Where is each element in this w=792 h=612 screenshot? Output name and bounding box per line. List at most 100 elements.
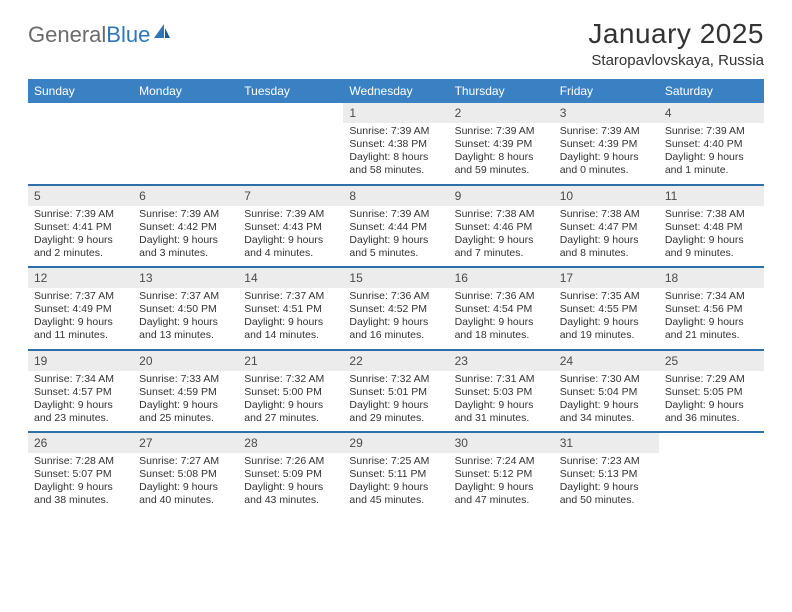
sunset-text: Sunset: 5:09 PM: [244, 468, 337, 481]
sunset-text: Sunset: 4:41 PM: [34, 221, 127, 234]
daynum-row: 262728293031: [28, 433, 764, 453]
detail-row: Sunrise: 7:37 AMSunset: 4:49 PMDaylight:…: [28, 288, 764, 349]
detail-cell: Sunrise: 7:34 AMSunset: 4:56 PMDaylight:…: [659, 288, 764, 349]
detail-cell: Sunrise: 7:36 AMSunset: 4:52 PMDaylight:…: [343, 288, 448, 349]
daylight-text: Daylight: 9 hours and 50 minutes.: [560, 481, 653, 507]
sunset-text: Sunset: 4:46 PM: [455, 221, 548, 234]
sunrise-text: Sunrise: 7:26 AM: [244, 455, 337, 468]
detail-cell: Sunrise: 7:38 AMSunset: 4:46 PMDaylight:…: [449, 206, 554, 267]
calendar-table: SundayMondayTuesdayWednesdayThursdayFrid…: [28, 79, 764, 514]
sunset-text: Sunset: 5:08 PM: [139, 468, 232, 481]
detail-cell: Sunrise: 7:38 AMSunset: 4:47 PMDaylight:…: [554, 206, 659, 267]
sunrise-text: Sunrise: 7:38 AM: [665, 208, 758, 221]
sunrise-text: Sunrise: 7:37 AM: [139, 290, 232, 303]
daynum-cell: 22: [343, 351, 448, 371]
detail-cell: Sunrise: 7:39 AMSunset: 4:39 PMDaylight:…: [449, 123, 554, 184]
daylight-text: Daylight: 9 hours and 4 minutes.: [244, 234, 337, 260]
detail-cell: Sunrise: 7:27 AMSunset: 5:08 PMDaylight:…: [133, 453, 238, 514]
sunset-text: Sunset: 4:47 PM: [560, 221, 653, 234]
daynum-cell: 13: [133, 268, 238, 288]
detail-cell: Sunrise: 7:39 AMSunset: 4:39 PMDaylight:…: [554, 123, 659, 184]
dow-cell: Monday: [133, 79, 238, 103]
detail-cell: Sunrise: 7:26 AMSunset: 5:09 PMDaylight:…: [238, 453, 343, 514]
detail-cell: Sunrise: 7:39 AMSunset: 4:44 PMDaylight:…: [343, 206, 448, 267]
daynum-cell: 20: [133, 351, 238, 371]
sunset-text: Sunset: 4:42 PM: [139, 221, 232, 234]
daylight-text: Daylight: 9 hours and 29 minutes.: [349, 399, 442, 425]
sunset-text: Sunset: 4:44 PM: [349, 221, 442, 234]
detail-cell: Sunrise: 7:39 AMSunset: 4:40 PMDaylight:…: [659, 123, 764, 184]
header: GeneralBlue January 2025 Staropavlovskay…: [28, 18, 764, 69]
daynum-cell: 5: [28, 186, 133, 206]
daynum-cell: 14: [238, 268, 343, 288]
detail-cell: [133, 123, 238, 184]
daynum-cell: 16: [449, 268, 554, 288]
detail-cell: Sunrise: 7:37 AMSunset: 4:49 PMDaylight:…: [28, 288, 133, 349]
sunrise-text: Sunrise: 7:39 AM: [34, 208, 127, 221]
detail-cell: Sunrise: 7:28 AMSunset: 5:07 PMDaylight:…: [28, 453, 133, 514]
dow-cell: Friday: [554, 79, 659, 103]
sunrise-text: Sunrise: 7:39 AM: [349, 208, 442, 221]
daylight-text: Daylight: 9 hours and 38 minutes.: [34, 481, 127, 507]
daynum-cell: 28: [238, 433, 343, 453]
daynum-cell: 8: [343, 186, 448, 206]
sunrise-text: Sunrise: 7:39 AM: [665, 125, 758, 138]
sunrise-text: Sunrise: 7:27 AM: [139, 455, 232, 468]
dow-cell: Tuesday: [238, 79, 343, 103]
sunset-text: Sunset: 5:13 PM: [560, 468, 653, 481]
sunrise-text: Sunrise: 7:37 AM: [34, 290, 127, 303]
sunset-text: Sunset: 4:39 PM: [455, 138, 548, 151]
dow-cell: Wednesday: [343, 79, 448, 103]
daynum-row: 567891011: [28, 186, 764, 206]
daynum-cell: [659, 433, 764, 453]
sunrise-text: Sunrise: 7:28 AM: [34, 455, 127, 468]
detail-cell: Sunrise: 7:33 AMSunset: 4:59 PMDaylight:…: [133, 371, 238, 432]
daynum-row: 19202122232425: [28, 351, 764, 371]
dow-cell: Saturday: [659, 79, 764, 103]
dow-row: SundayMondayTuesdayWednesdayThursdayFrid…: [28, 79, 764, 103]
dow-cell: Sunday: [28, 79, 133, 103]
detail-cell: Sunrise: 7:31 AMSunset: 5:03 PMDaylight:…: [449, 371, 554, 432]
daylight-text: Daylight: 9 hours and 45 minutes.: [349, 481, 442, 507]
daynum-cell: 19: [28, 351, 133, 371]
daylight-text: Daylight: 9 hours and 14 minutes.: [244, 316, 337, 342]
daynum-cell: 7: [238, 186, 343, 206]
sunset-text: Sunset: 5:12 PM: [455, 468, 548, 481]
daynum-cell: 24: [554, 351, 659, 371]
calendar-document: GeneralBlue January 2025 Staropavlovskay…: [0, 0, 792, 514]
daylight-text: Daylight: 9 hours and 21 minutes.: [665, 316, 758, 342]
sunset-text: Sunset: 5:11 PM: [349, 468, 442, 481]
sunrise-text: Sunrise: 7:33 AM: [139, 373, 232, 386]
daynum-cell: 25: [659, 351, 764, 371]
sunset-text: Sunset: 4:54 PM: [455, 303, 548, 316]
daylight-text: Daylight: 9 hours and 3 minutes.: [139, 234, 232, 260]
daynum-cell: 1: [343, 103, 448, 123]
sunrise-text: Sunrise: 7:30 AM: [560, 373, 653, 386]
daynum-row: 12131415161718: [28, 268, 764, 288]
title-block: January 2025 Staropavlovskaya, Russia: [588, 18, 764, 69]
detail-cell: Sunrise: 7:23 AMSunset: 5:13 PMDaylight:…: [554, 453, 659, 514]
sunset-text: Sunset: 4:59 PM: [139, 386, 232, 399]
daynum-cell: 2: [449, 103, 554, 123]
sunset-text: Sunset: 4:39 PM: [560, 138, 653, 151]
detail-cell: Sunrise: 7:37 AMSunset: 4:51 PMDaylight:…: [238, 288, 343, 349]
detail-row: Sunrise: 7:39 AMSunset: 4:41 PMDaylight:…: [28, 206, 764, 267]
detail-row: Sunrise: 7:28 AMSunset: 5:07 PMDaylight:…: [28, 453, 764, 514]
daynum-cell: 17: [554, 268, 659, 288]
detail-cell: Sunrise: 7:32 AMSunset: 5:01 PMDaylight:…: [343, 371, 448, 432]
sunrise-text: Sunrise: 7:37 AM: [244, 290, 337, 303]
daylight-text: Daylight: 9 hours and 16 minutes.: [349, 316, 442, 342]
sunset-text: Sunset: 4:50 PM: [139, 303, 232, 316]
sunrise-text: Sunrise: 7:39 AM: [139, 208, 232, 221]
brand-logo: GeneralBlue: [28, 18, 172, 48]
daynum-cell: [133, 103, 238, 123]
detail-cell: Sunrise: 7:34 AMSunset: 4:57 PMDaylight:…: [28, 371, 133, 432]
detail-cell: Sunrise: 7:39 AMSunset: 4:43 PMDaylight:…: [238, 206, 343, 267]
daynum-cell: 31: [554, 433, 659, 453]
daylight-text: Daylight: 9 hours and 34 minutes.: [560, 399, 653, 425]
brand-blue: Blue: [106, 22, 150, 47]
daylight-text: Daylight: 9 hours and 27 minutes.: [244, 399, 337, 425]
detail-cell: Sunrise: 7:37 AMSunset: 4:50 PMDaylight:…: [133, 288, 238, 349]
daynum-cell: [28, 103, 133, 123]
sunrise-text: Sunrise: 7:36 AM: [455, 290, 548, 303]
